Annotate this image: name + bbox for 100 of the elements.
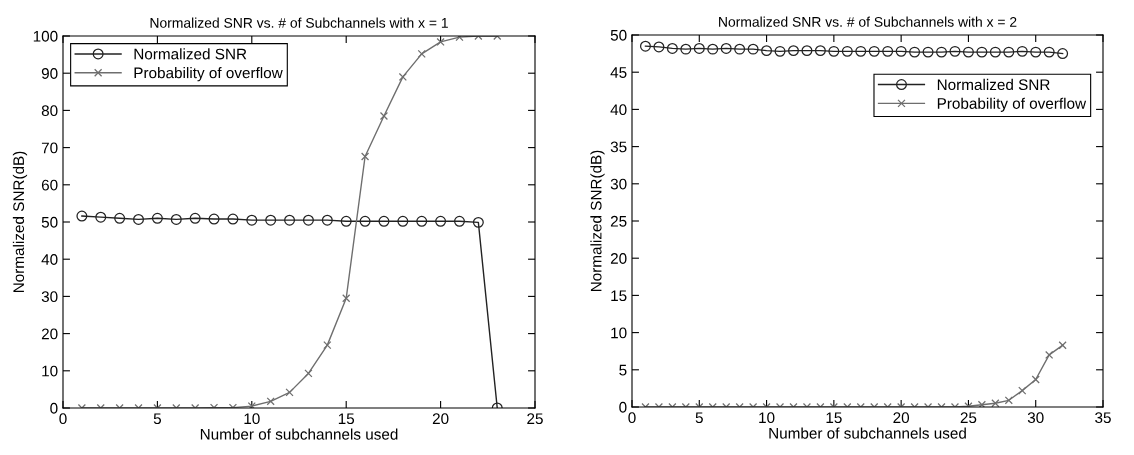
point — [653, 41, 665, 53]
x-tick-label: 15 — [826, 412, 842, 424]
point — [707, 43, 719, 55]
point — [417, 49, 426, 58]
point — [114, 212, 126, 224]
point — [761, 45, 773, 57]
point — [1016, 45, 1028, 57]
point — [342, 294, 351, 303]
point — [436, 37, 445, 47]
point — [989, 46, 1001, 58]
point — [189, 212, 201, 224]
x-tick-label: 25 — [527, 413, 543, 425]
point — [801, 45, 813, 57]
point — [416, 215, 428, 227]
point — [1043, 46, 1055, 58]
point — [693, 42, 705, 54]
y-tick-label: 5 — [619, 364, 627, 376]
x-tick-label: 25 — [960, 412, 977, 424]
point — [133, 213, 145, 225]
legend-label: Probability of overflow — [134, 67, 283, 82]
point — [680, 43, 692, 55]
y-tick-label: 10 — [611, 327, 627, 339]
x-tick-label: 20 — [893, 412, 910, 424]
point — [922, 46, 934, 58]
point — [977, 400, 986, 407]
point — [76, 210, 88, 222]
point — [378, 215, 390, 227]
y-tick-label: 25 — [610, 215, 627, 227]
y-tick-label: 45 — [610, 67, 627, 78]
chart-title: Normalized SNR vs. # of Subchannels with x = 2 — [719, 16, 1017, 27]
point — [774, 45, 786, 57]
x-tick-label: 0 — [628, 412, 636, 424]
point — [962, 46, 974, 58]
y-tick-label: 90 — [41, 68, 58, 79]
x-axis-title: Number of subchannels used — [200, 428, 398, 440]
point — [284, 214, 296, 226]
point — [1030, 46, 1042, 58]
point — [472, 216, 484, 228]
point — [227, 213, 239, 225]
point — [909, 46, 921, 58]
x-tick-label: 10 — [244, 413, 260, 425]
x-tick-label: 5 — [153, 413, 162, 425]
point — [882, 45, 894, 57]
point — [666, 42, 678, 54]
y-tick-label: 20 — [41, 328, 58, 340]
point — [323, 341, 332, 350]
point — [151, 212, 163, 224]
x-tick-label: 15 — [338, 413, 355, 425]
point — [304, 369, 313, 378]
y-tick-label: 30 — [41, 291, 58, 303]
y-tick-label: 70 — [41, 142, 58, 154]
y-tick-label: 15 — [611, 290, 627, 302]
point — [379, 111, 389, 121]
x-tick-label: 20 — [432, 413, 449, 425]
y-tick-label: 50 — [41, 216, 58, 228]
y-tick-label: 40 — [41, 254, 58, 265]
legend-label: Normalized SNR — [134, 48, 247, 60]
y-tick-label: 80 — [41, 105, 58, 117]
chart-title: Normalized SNR vs. # of Subchannels with x = 1 — [150, 17, 448, 28]
y-tick-label: 50 — [610, 29, 627, 41]
y-tick-label: 20 — [610, 253, 627, 264]
point — [734, 43, 746, 55]
y-tick-label: 10 — [42, 365, 58, 377]
point — [949, 45, 961, 57]
point — [841, 45, 853, 57]
x-tick-label: 5 — [695, 412, 703, 424]
y-tick-label: 100 — [33, 30, 58, 42]
point — [814, 45, 826, 57]
y-axis-title: Normalized SNR(dB) — [590, 150, 605, 292]
y-tick-label: 30 — [610, 178, 627, 190]
point — [359, 215, 371, 227]
point — [1057, 48, 1069, 60]
y-tick-label: 60 — [41, 179, 58, 191]
point — [208, 213, 220, 225]
point — [788, 45, 799, 57]
point — [453, 215, 465, 227]
point — [397, 215, 409, 227]
point — [265, 214, 277, 226]
point — [302, 214, 314, 226]
point — [170, 213, 182, 225]
y-tick-label: 40 — [610, 104, 627, 116]
point — [895, 45, 907, 57]
x-tick-label: 30 — [1027, 412, 1044, 424]
point — [360, 152, 370, 161]
x-tick-label: 10 — [759, 412, 775, 424]
point — [321, 214, 333, 226]
point — [1003, 46, 1015, 58]
x-axis-title: Number of subchannels used — [769, 427, 966, 439]
legend-label: Probability of overflow — [937, 97, 1087, 112]
x-tick-label: 0 — [59, 413, 67, 425]
point — [285, 388, 294, 397]
point — [246, 214, 258, 226]
y-tick-label: 0 — [619, 401, 627, 413]
y-axis-title: Normalized SNR(dB) — [12, 151, 28, 293]
point — [435, 215, 447, 227]
point — [95, 211, 107, 223]
y-tick-label: 35 — [610, 141, 627, 153]
point — [639, 40, 651, 52]
point — [855, 45, 867, 57]
point — [868, 45, 880, 57]
